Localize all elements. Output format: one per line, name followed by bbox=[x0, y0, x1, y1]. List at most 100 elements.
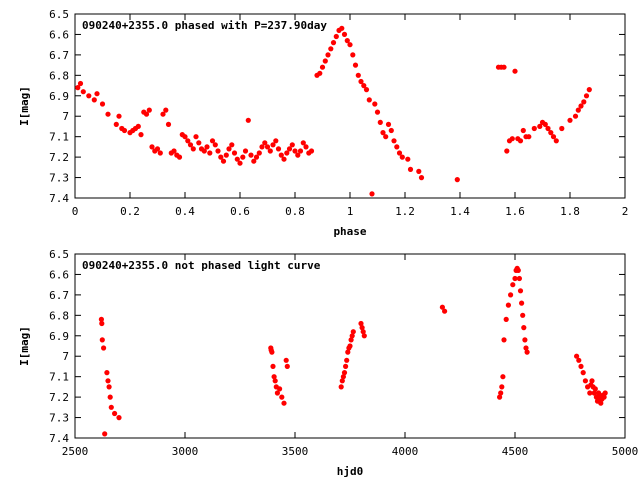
y-tick-label: 6.7 bbox=[49, 49, 69, 62]
data-point bbox=[94, 91, 100, 97]
data-point bbox=[418, 175, 425, 181]
y-tick: 7 bbox=[62, 110, 625, 123]
data-point bbox=[380, 130, 386, 136]
data-point bbox=[509, 136, 515, 142]
data-point bbox=[580, 370, 586, 376]
data-point bbox=[322, 58, 328, 64]
data-point bbox=[165, 121, 172, 127]
y-tick: 6.8 bbox=[49, 309, 625, 322]
y-tick-label: 6.5 bbox=[49, 8, 69, 21]
y-tick: 7 bbox=[62, 350, 625, 363]
data-point bbox=[75, 85, 81, 91]
data-point bbox=[333, 33, 339, 40]
data-point bbox=[501, 337, 507, 343]
x-tick: 4000 bbox=[392, 254, 418, 458]
x-tick: 1 bbox=[347, 14, 353, 218]
data-point bbox=[176, 154, 183, 160]
data-point bbox=[583, 93, 590, 99]
y-tick-label: 7.3 bbox=[49, 412, 69, 425]
data-point bbox=[405, 156, 411, 162]
data-point bbox=[229, 142, 235, 148]
data-point bbox=[522, 337, 528, 343]
x-tick-label: 0.4 bbox=[175, 205, 195, 218]
data-point bbox=[344, 38, 350, 44]
data-point bbox=[339, 25, 345, 31]
data-point bbox=[602, 390, 608, 396]
data-point bbox=[581, 99, 587, 105]
y-tick: 7.1 bbox=[49, 131, 625, 144]
y-tick-label: 6.9 bbox=[49, 90, 69, 103]
data-point bbox=[374, 109, 381, 115]
data-point bbox=[520, 127, 526, 134]
y-tick-label: 7.2 bbox=[49, 391, 69, 404]
data-point bbox=[598, 400, 604, 406]
data-point bbox=[182, 134, 188, 140]
data-point bbox=[587, 390, 593, 396]
data-point bbox=[292, 148, 298, 154]
x-tick-label: 2500 bbox=[62, 445, 89, 458]
data-point bbox=[245, 117, 251, 123]
data-point bbox=[256, 150, 262, 156]
data-point bbox=[601, 394, 607, 400]
data-point bbox=[270, 363, 276, 369]
data-point bbox=[515, 267, 521, 273]
data-point bbox=[220, 158, 227, 164]
data-point bbox=[519, 300, 525, 306]
data-point bbox=[361, 83, 367, 89]
data-point bbox=[102, 431, 108, 437]
data-point bbox=[116, 415, 122, 421]
data-point bbox=[91, 97, 97, 103]
data-point bbox=[578, 363, 584, 369]
data-point bbox=[264, 144, 271, 150]
data-point bbox=[442, 308, 448, 314]
x-tick: 1.6 bbox=[505, 14, 525, 218]
data-point bbox=[86, 93, 92, 99]
data-point bbox=[98, 316, 104, 322]
data-point bbox=[106, 384, 112, 390]
x-tick-label: 3500 bbox=[282, 445, 309, 458]
data-point bbox=[341, 370, 348, 376]
y-tick: 6.6 bbox=[49, 268, 625, 281]
data-point bbox=[576, 357, 582, 363]
data-point bbox=[344, 357, 350, 363]
data-point bbox=[545, 125, 551, 132]
y-tick-label: 7.3 bbox=[49, 172, 69, 185]
data-point bbox=[271, 374, 277, 380]
data-point bbox=[281, 156, 287, 162]
data-point bbox=[108, 404, 114, 410]
data-point bbox=[548, 130, 554, 136]
data-point bbox=[385, 121, 392, 127]
data-point bbox=[207, 150, 213, 156]
y-tick: 7.4 bbox=[49, 432, 625, 445]
data-point bbox=[341, 31, 348, 37]
data-point bbox=[350, 52, 356, 58]
data-point bbox=[498, 390, 504, 396]
data-point bbox=[586, 87, 592, 93]
data-point bbox=[279, 394, 285, 400]
data-point bbox=[204, 144, 210, 150]
y-tick-label: 6.8 bbox=[49, 309, 69, 322]
data-point bbox=[270, 142, 276, 148]
data-points bbox=[98, 265, 608, 437]
y-axis-label: I[mag] bbox=[18, 326, 31, 366]
data-point bbox=[116, 113, 122, 119]
data-point bbox=[343, 363, 349, 369]
data-point bbox=[267, 148, 273, 154]
data-point bbox=[193, 134, 199, 140]
data-point bbox=[416, 168, 422, 174]
data-point bbox=[146, 107, 152, 113]
data-point bbox=[550, 134, 557, 140]
data-point bbox=[340, 374, 346, 380]
y-tick-label: 6.6 bbox=[49, 268, 69, 281]
data-point bbox=[497, 394, 503, 400]
data-point bbox=[591, 390, 597, 396]
data-point bbox=[391, 138, 397, 144]
x-tick-label: 5000 bbox=[612, 445, 639, 458]
y-tick-label: 7.4 bbox=[49, 192, 69, 205]
y-tick: 6.5 bbox=[49, 8, 625, 21]
data-point bbox=[187, 142, 194, 148]
data-point bbox=[237, 160, 243, 166]
x-tick-label: 1.6 bbox=[505, 205, 525, 218]
x-tick-label: 4500 bbox=[502, 445, 529, 458]
data-point bbox=[317, 70, 323, 76]
